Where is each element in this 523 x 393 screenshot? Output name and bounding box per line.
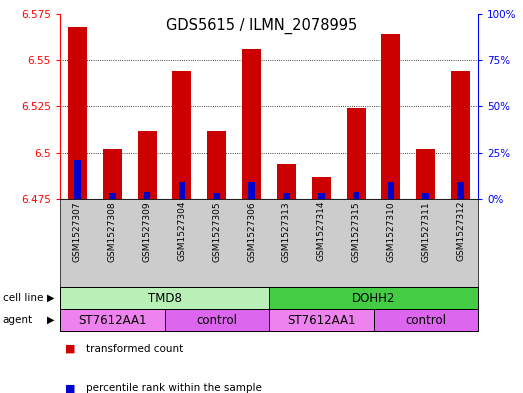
Text: cell line: cell line <box>3 293 43 303</box>
Text: GSM1527309: GSM1527309 <box>143 201 152 262</box>
Text: ST7612AA1: ST7612AA1 <box>78 314 146 327</box>
Text: GSM1527312: GSM1527312 <box>456 201 465 261</box>
Text: ▶: ▶ <box>47 315 55 325</box>
Bar <box>207 130 226 199</box>
Text: GSM1527313: GSM1527313 <box>282 201 291 262</box>
Bar <box>103 149 122 199</box>
Text: GSM1527307: GSM1527307 <box>73 201 82 262</box>
Bar <box>213 193 220 199</box>
Bar <box>457 182 464 199</box>
Bar <box>242 49 261 199</box>
Bar <box>347 108 366 199</box>
Bar <box>312 177 331 199</box>
Text: ■: ■ <box>65 383 76 393</box>
Text: control: control <box>196 314 237 327</box>
Text: agent: agent <box>3 315 33 325</box>
Bar <box>277 164 296 199</box>
Bar <box>388 182 394 199</box>
Bar <box>74 160 81 199</box>
Bar <box>381 34 401 199</box>
Bar <box>109 193 116 199</box>
Text: control: control <box>405 314 446 327</box>
Bar <box>451 72 470 199</box>
Bar <box>68 27 87 199</box>
Text: ST7612AA1: ST7612AA1 <box>287 314 356 327</box>
Text: GSM1527305: GSM1527305 <box>212 201 221 262</box>
Text: TMD8: TMD8 <box>147 292 181 305</box>
Bar <box>318 193 325 199</box>
Bar <box>353 192 359 199</box>
Text: percentile rank within the sample: percentile rank within the sample <box>86 383 262 393</box>
Text: DOHH2: DOHH2 <box>352 292 395 305</box>
Bar <box>248 182 255 199</box>
Bar <box>283 193 290 199</box>
Bar <box>138 130 157 199</box>
Bar <box>416 149 435 199</box>
Bar <box>144 192 151 199</box>
Text: GSM1527315: GSM1527315 <box>351 201 360 262</box>
Text: GSM1527311: GSM1527311 <box>421 201 430 262</box>
Text: ■: ■ <box>65 344 76 354</box>
Text: GSM1527308: GSM1527308 <box>108 201 117 262</box>
Bar <box>173 72 191 199</box>
Text: GSM1527314: GSM1527314 <box>317 201 326 261</box>
Text: ▶: ▶ <box>47 293 55 303</box>
Bar <box>423 193 429 199</box>
Text: GSM1527306: GSM1527306 <box>247 201 256 262</box>
Text: GDS5615 / ILMN_2078995: GDS5615 / ILMN_2078995 <box>166 18 357 34</box>
Text: GSM1527310: GSM1527310 <box>386 201 395 262</box>
Bar <box>178 182 185 199</box>
Text: GSM1527304: GSM1527304 <box>177 201 186 261</box>
Text: transformed count: transformed count <box>86 344 184 354</box>
